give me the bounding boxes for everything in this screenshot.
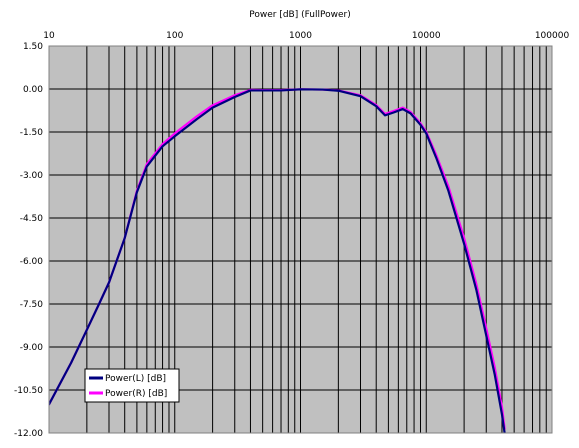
y-tick-label: -3.00 [20,171,44,181]
y-tick-label: 1.50 [23,42,43,52]
series-lines [49,88,506,433]
y-tick-label: -1.50 [20,128,44,138]
x-tick-label: 10 [43,31,55,41]
x-tick-label: 100000 [535,31,570,41]
grid [49,46,552,433]
legend-label-power-r: Power(R) [dB] [105,389,167,399]
series-line-power-l [49,88,506,433]
legend: Power(L) [dB] Power(R) [dB] [84,368,180,403]
legend-box [84,368,180,403]
legend-items: Power(L) [dB] Power(R) [dB] [89,374,167,399]
y-axis-tick-labels: 1.50 0.00 -1.50 -3.00 -4.50 -6.00 -7.50 -9.00 -1… [14,42,43,439]
y-tick-label: -10.50 [14,386,43,396]
y-tick-label: -7.50 [20,300,44,310]
y-tick-label: -4.50 [20,214,44,224]
x-tick-label: 100 [166,31,183,41]
plot-border [48,45,553,434]
x-tick-label: 1000 [289,31,312,41]
y-tick-label: -12.00 [14,429,43,439]
legend-label-power-l: Power(L) [dB] [105,374,166,384]
y-tick-label: -6.00 [20,257,44,267]
x-tick-label: 10000 [412,31,441,41]
x-axis-tick-labels: 10 100 1000 10000 100000 [43,31,569,41]
chart-title: Power [dB] (FullPower) [249,10,350,20]
y-tick-label: -9.00 [20,343,44,353]
y-tick-label: 0.00 [23,85,43,95]
